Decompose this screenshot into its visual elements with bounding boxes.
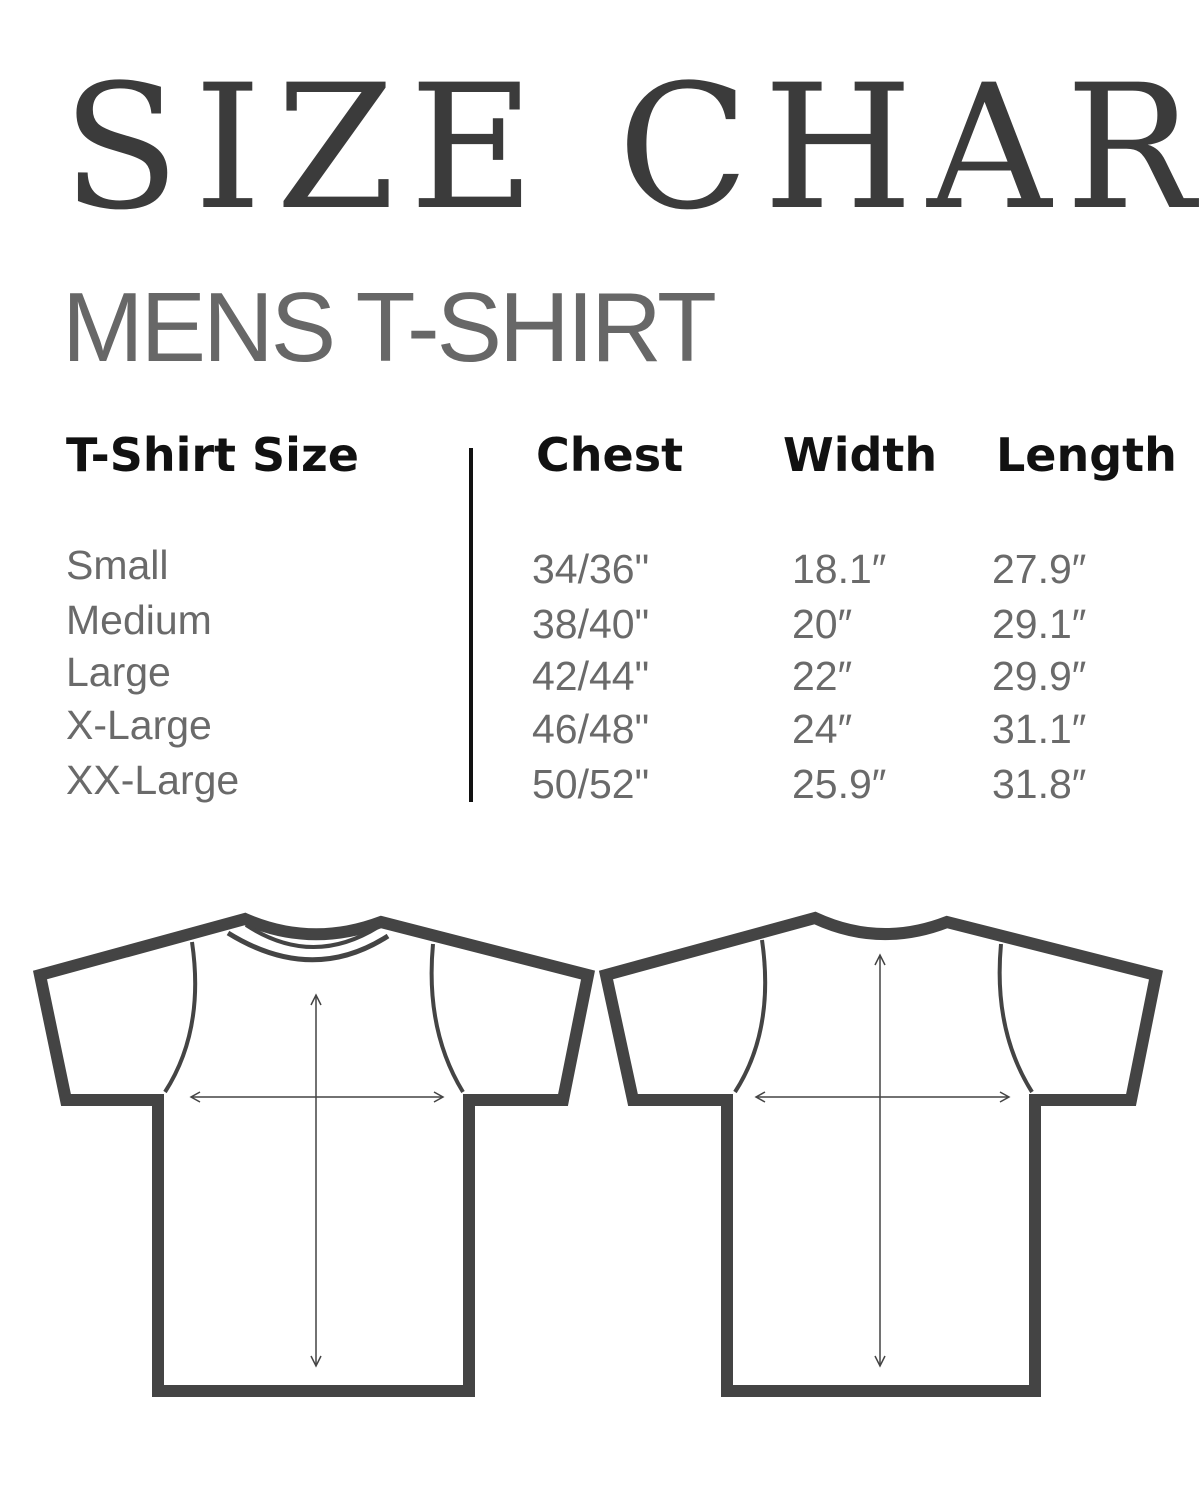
cell-chest: 50/52" [532,761,650,807]
cell-chest: 42/44" [532,653,650,699]
header-chest: Chest [536,428,684,482]
cell-width: 20″ [792,601,853,647]
cell-size: Large [66,649,171,695]
cell-size: Medium [66,597,212,643]
page-subtitle: MENS T-SHIRT [62,272,717,382]
t-shirt-front-icon [32,912,595,1397]
cell-size: XX-Large [66,757,240,803]
cell-width: 25.9″ [792,761,887,807]
page-title: SIZE CHART [62,47,1200,248]
cell-chest: 38/40" [532,601,650,647]
cell-chest: 34/36" [532,546,650,592]
cell-length: 29.1″ [992,601,1087,647]
header-size: T-Shirt Size [66,428,359,482]
column-divider [469,448,473,802]
cell-width: 18.1″ [792,546,887,592]
cell-length: 31.8″ [992,761,1087,807]
t-shirt-back-icon [598,911,1164,1397]
cell-chest: 46/48" [532,706,650,752]
length-arrow [874,953,886,1368]
width-arrow [189,1091,445,1103]
cell-width: 24″ [792,706,853,752]
cell-length: 31.1″ [992,706,1087,752]
width-arrow [754,1091,1011,1103]
cell-length: 29.9″ [992,653,1087,699]
cell-size: X-Large [66,702,212,748]
cell-width: 22″ [792,653,853,699]
header-width: Width [783,428,938,482]
cell-size: Small [66,542,169,588]
header-length: Length [996,428,1177,482]
length-arrow [310,993,322,1368]
cell-length: 27.9″ [992,546,1087,592]
